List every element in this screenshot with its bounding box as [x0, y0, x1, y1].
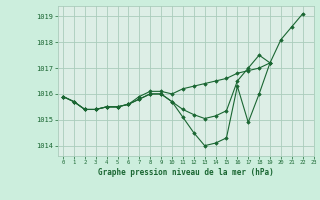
X-axis label: Graphe pression niveau de la mer (hPa): Graphe pression niveau de la mer (hPa) — [98, 168, 274, 177]
